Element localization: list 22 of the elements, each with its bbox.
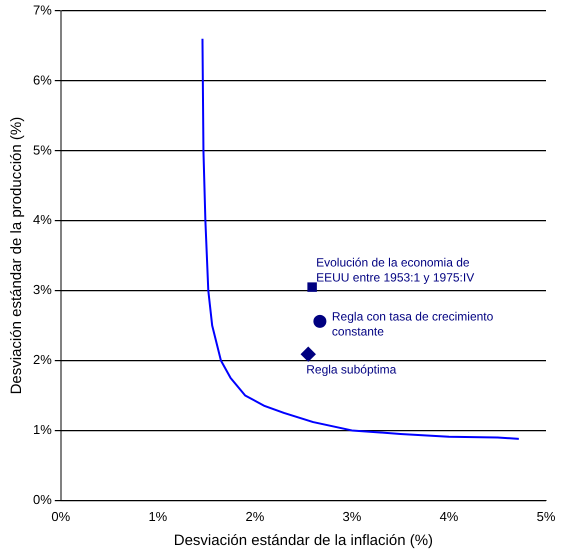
- series-label: Regla subóptima: [306, 362, 397, 377]
- y-tick-label: 6%: [32, 72, 52, 88]
- y-tick-label: 7%: [32, 2, 52, 18]
- y-tick-label: 4%: [32, 212, 52, 228]
- x-axis-title: Desviación estándar de la inflación (%): [174, 532, 434, 550]
- point: [307, 282, 317, 292]
- series-label: Regla con tasa de crecimiento constante: [332, 310, 494, 339]
- point: [300, 346, 316, 362]
- x-tick-label: 4%: [440, 508, 459, 524]
- y-tick-label: 1%: [32, 422, 52, 438]
- point: [313, 314, 326, 328]
- y-tick-label: 0%: [32, 492, 52, 507]
- x-tick-label: 2%: [245, 508, 265, 524]
- x-tick-label: 1%: [148, 508, 168, 524]
- y-tick-label: 3%: [32, 282, 52, 298]
- y-axis-title: Desviación estándar de la producción (%): [8, 116, 26, 394]
- x-tick-label: 5%: [536, 508, 556, 524]
- y-tick-label: 2%: [32, 352, 52, 368]
- y-tick-label: 5%: [32, 142, 52, 158]
- x-tick-label: 0%: [51, 508, 71, 524]
- series-label: Evolución de la economia de EEUU entre 1953:1 y 1975:IV: [316, 255, 474, 284]
- x-tick-label: 3%: [342, 508, 362, 524]
